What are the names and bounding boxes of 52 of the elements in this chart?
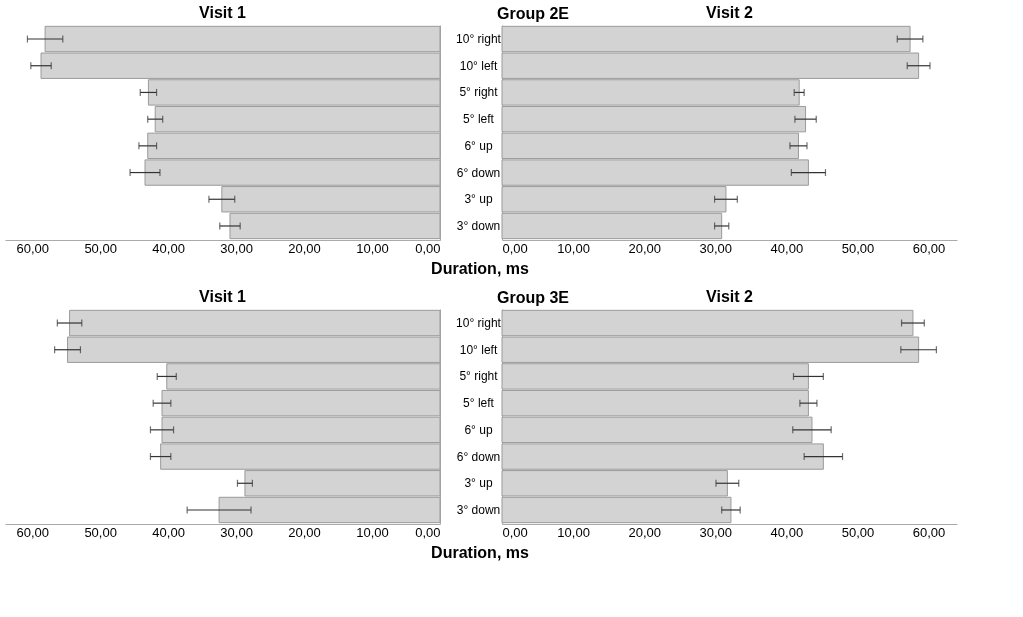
x-tick-label: 40,00 (152, 524, 185, 540)
y-tick-label: 5° right (459, 85, 499, 100)
x-tick-label: 60,00 (912, 524, 946, 540)
x-tick-label: 40,00 (770, 524, 804, 540)
chart-title: Visit 1 (199, 4, 247, 21)
x-tick-label: 20,00 (288, 240, 321, 256)
x-tick-label: 30,00 (220, 524, 253, 540)
x-tick-label: 30,00 (699, 524, 733, 540)
y-tick-label: 6° down (456, 449, 501, 464)
y-tick-label: 6° down (456, 165, 501, 180)
x-tick-label: 0,00 (415, 524, 441, 540)
x-tick-label: 50,00 (84, 240, 117, 256)
x-tick-label: 60,00 (16, 240, 49, 256)
x-axis-title: Duration, ms (431, 260, 529, 277)
x-tick-label: 0,00 (502, 240, 528, 256)
y-tick-label: 10° left (459, 58, 498, 73)
text: Group 2E (496, 5, 570, 22)
y-tick-label: 10° left (459, 342, 498, 357)
x-tick-label: 10,00 (557, 524, 590, 540)
x-tick-label: 30,00 (699, 240, 733, 256)
x-tick-label: 10,00 (356, 240, 389, 256)
x-tick-label: 60,00 (912, 240, 946, 256)
x-tick-label: 50,00 (841, 240, 875, 256)
chart-title: Visit 1 (199, 288, 247, 305)
x-tick-label: 10,00 (356, 524, 389, 540)
x-axis-title: Duration, ms (431, 544, 529, 561)
x-tick-label: 50,00 (841, 524, 875, 540)
x-tick-label: 0,00 (502, 524, 528, 540)
y-tick-label: 3° down (456, 502, 501, 517)
x-tick-label: 30,00 (220, 240, 253, 256)
chart-title: Visit 2 (706, 4, 754, 21)
y-tick-label: 3° up (464, 476, 493, 491)
y-tick-label: 3° up (464, 192, 493, 207)
x-tick-label: 20,00 (628, 240, 661, 256)
y-tick-label: 10° right (456, 32, 502, 47)
x-tick-label: 20,00 (628, 524, 661, 540)
x-tick-label: 40,00 (770, 240, 804, 256)
y-tick-label: 5° left (463, 112, 495, 127)
y-tick-label: 5° left (463, 396, 495, 411)
x-tick-label: 20,00 (288, 524, 321, 540)
y-tick-label: 6° up (464, 138, 493, 153)
x-tick-label: 0,00 (415, 240, 441, 256)
x-tick-label: 60,00 (16, 524, 49, 540)
y-tick-label: 6° up (464, 422, 493, 437)
chart-title: Visit 2 (706, 288, 754, 305)
y-tick-label: 3° down (456, 218, 501, 233)
x-tick-label: 40,00 (152, 240, 185, 256)
x-tick-label: 10,00 (557, 240, 590, 256)
text: Group 3E (496, 289, 570, 306)
x-tick-label: 50,00 (84, 524, 117, 540)
y-tick-label: 10° right (456, 316, 502, 331)
y-tick-label: 5° right (459, 369, 499, 384)
